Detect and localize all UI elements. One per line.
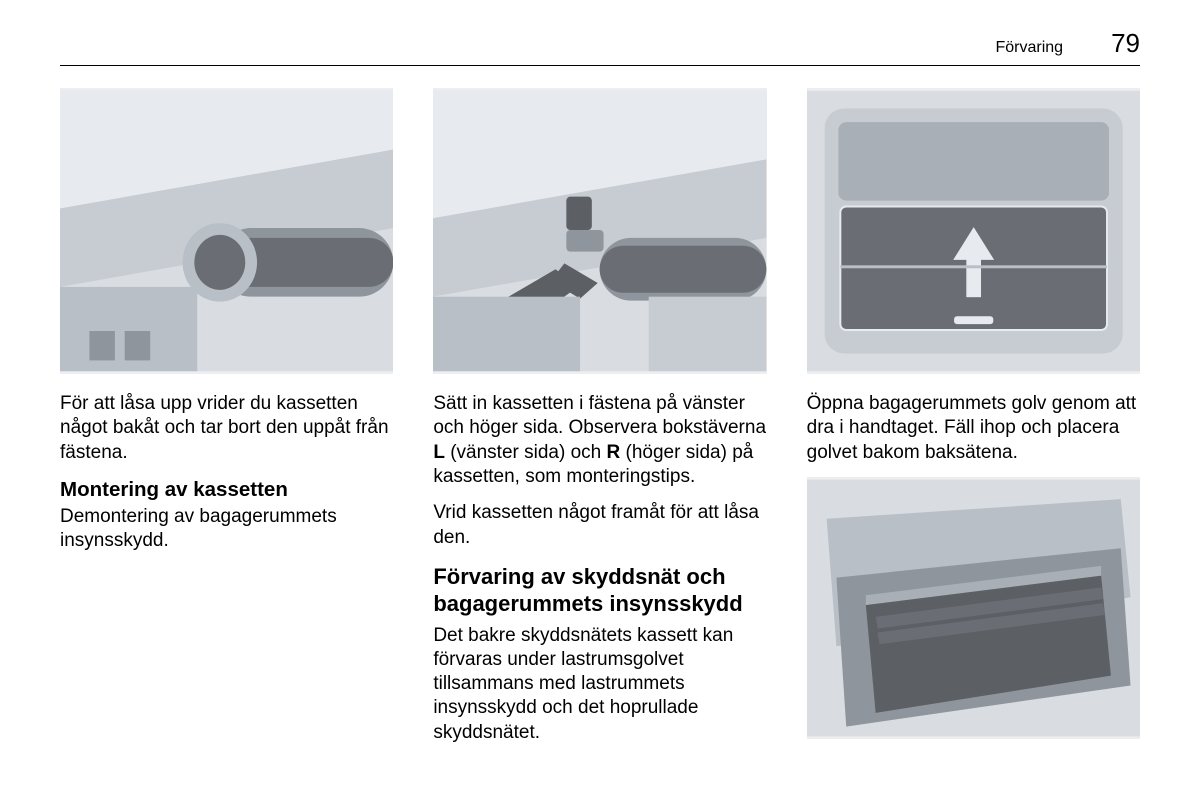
col2-p1: Sätt in kassetten i fästena på vänster o…	[433, 392, 766, 489]
page-number: 79	[1111, 28, 1140, 59]
col1-p2: Demontering av bagagerummets insynsskydd…	[60, 505, 393, 554]
illustration-trunk-open	[807, 88, 1140, 374]
column-2: Sätt in kassetten i fästena på vänster o…	[433, 88, 766, 757]
col1-p1: För att låsa upp vrider du kassetten någ…	[60, 392, 393, 465]
col3-p1: Öppna bagagerummets golv genom att dra i…	[807, 392, 1140, 465]
letter-R: R	[607, 442, 621, 463]
illustration-cassette-insert	[433, 88, 766, 374]
content-columns: För att låsa upp vrider du kassetten någ…	[60, 88, 1140, 757]
column-3: Öppna bagagerummets golv genom att dra i…	[807, 88, 1140, 757]
col2-p1b: (vänster sida) och	[445, 442, 607, 463]
column-1: För att låsa upp vrider du kassetten någ…	[60, 88, 393, 757]
section-title: Förvaring	[996, 39, 1064, 57]
col1-heading: Montering av kassetten	[60, 477, 393, 503]
page-header: Förvaring 79	[60, 28, 1140, 66]
col2-heading: Förvaring av skyddsnät och bagagerummets…	[433, 564, 766, 618]
col2-p1a: Sätt in kassetten i fästena på vänster o…	[433, 393, 766, 438]
letter-L: L	[433, 442, 445, 463]
col2-p2: Vrid kassetten något framåt för att låsa…	[433, 501, 766, 550]
illustration-cassette-end	[60, 88, 393, 374]
col2-p3: Det bakre skyddsnätets kassett kan förva…	[433, 624, 766, 746]
illustration-floor-storage	[807, 477, 1140, 739]
